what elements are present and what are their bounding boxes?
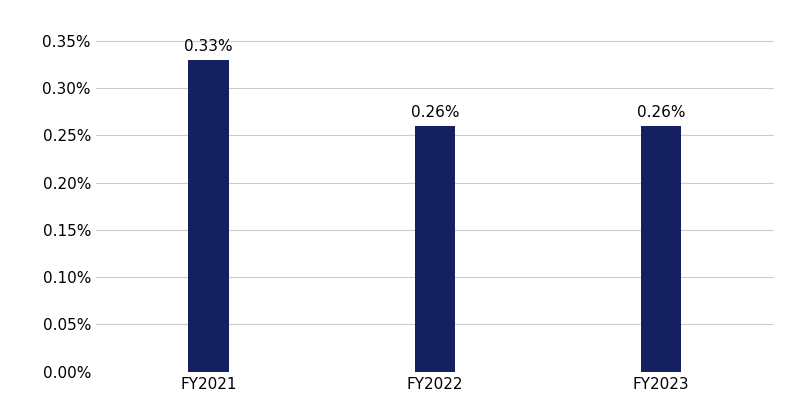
Bar (188, 59, 229, 372)
Bar (414, 126, 455, 372)
Bar (641, 126, 681, 372)
Text: 0.26%: 0.26% (637, 105, 685, 120)
Text: 0.26%: 0.26% (411, 105, 459, 120)
Text: 0.33%: 0.33% (184, 39, 233, 54)
